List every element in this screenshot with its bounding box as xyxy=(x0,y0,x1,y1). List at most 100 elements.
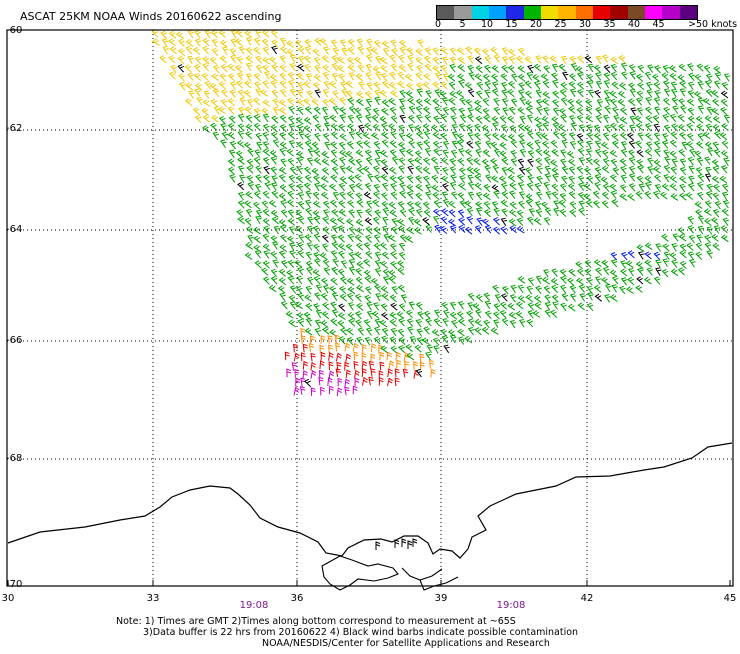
wind-barb xyxy=(484,132,492,141)
wind-barb xyxy=(322,326,330,335)
wind-barb xyxy=(423,209,431,218)
wind-barb xyxy=(464,148,473,157)
wind-barb xyxy=(306,90,314,99)
wind-barb xyxy=(254,29,262,38)
wind-barb xyxy=(627,193,635,202)
wind-barb xyxy=(551,72,559,81)
wind-barb xyxy=(305,207,313,216)
wind-barb xyxy=(382,276,390,285)
wind-barb xyxy=(315,309,323,319)
wind-barb xyxy=(375,293,382,302)
wind-barb xyxy=(374,71,382,81)
wind-barb xyxy=(619,285,626,295)
wind-barb xyxy=(409,336,416,345)
wind-barb xyxy=(296,89,304,98)
wind-barb xyxy=(609,174,618,183)
wind-barb xyxy=(415,175,422,184)
wind-barb xyxy=(637,251,645,260)
wind-barb xyxy=(611,140,619,149)
wind-barb xyxy=(467,132,474,141)
wind-barb xyxy=(271,115,279,124)
wind-barb xyxy=(434,224,441,234)
wind-barb xyxy=(518,166,526,176)
wind-barb xyxy=(584,259,592,268)
wind-barb xyxy=(491,132,500,141)
wind-barb xyxy=(361,360,368,370)
wind-barb xyxy=(507,133,516,142)
colorbar-tick-label: 45 xyxy=(652,19,665,30)
wind-barb xyxy=(284,351,290,361)
wind-barb xyxy=(483,292,491,301)
wind-barb xyxy=(338,336,346,345)
wind-barb xyxy=(619,158,627,167)
wind-barb xyxy=(542,91,551,99)
wind-barb xyxy=(696,123,704,132)
wind-barb xyxy=(297,192,305,201)
wind-barb xyxy=(331,266,338,276)
wind-barb xyxy=(243,80,252,89)
wind-barb xyxy=(721,183,729,192)
wind-barb xyxy=(679,105,687,114)
wind-barb xyxy=(379,242,388,251)
wind-barb xyxy=(297,46,305,55)
wind-barb xyxy=(262,64,270,73)
wind-barb xyxy=(508,106,516,115)
wind-barb xyxy=(455,89,464,98)
wind-barb xyxy=(345,165,354,174)
wind-barb xyxy=(535,191,543,200)
wind-barb xyxy=(628,124,636,133)
wind-barb xyxy=(390,302,398,311)
wind-barb xyxy=(602,158,610,167)
wind-barb xyxy=(525,99,533,108)
wind-barb xyxy=(430,156,439,165)
wind-barb xyxy=(398,39,407,48)
wind-barb xyxy=(254,149,261,158)
wind-barb xyxy=(712,192,720,201)
wind-barb xyxy=(245,37,253,46)
wind-barb xyxy=(561,71,569,81)
wind-barb xyxy=(535,285,542,295)
wind-barb xyxy=(286,48,295,57)
wind-barb xyxy=(712,123,721,132)
wind-barb xyxy=(579,293,586,302)
wind-barb xyxy=(279,72,287,81)
wind-barb xyxy=(390,115,398,124)
wind-barb xyxy=(357,46,365,55)
wind-barb xyxy=(604,294,611,303)
wind-barb xyxy=(620,165,627,175)
wind-barb xyxy=(576,107,584,116)
wind-barb xyxy=(695,209,703,218)
wind-barb xyxy=(245,62,253,72)
wind-barb xyxy=(524,90,533,99)
wind-barb xyxy=(449,301,457,311)
wind-barb xyxy=(356,209,363,218)
wind-barb xyxy=(339,149,347,158)
wind-barb xyxy=(442,73,450,82)
wind-barb xyxy=(415,192,423,201)
wind-barb xyxy=(320,175,329,183)
wind-barb xyxy=(510,158,518,167)
wind-barb xyxy=(542,79,550,89)
wind-barb xyxy=(262,243,271,252)
island-outline xyxy=(321,555,399,591)
wind-barb xyxy=(433,345,440,354)
wind-barb xyxy=(370,368,376,377)
wind-barb xyxy=(416,131,424,140)
wind-barb xyxy=(501,190,509,200)
wind-barb xyxy=(442,140,450,150)
wind-barb xyxy=(354,107,362,116)
wind-barb xyxy=(517,123,526,132)
wind-barb xyxy=(399,234,407,243)
wind-barb xyxy=(552,173,559,183)
wind-barb xyxy=(662,258,669,267)
wind-barb xyxy=(261,29,270,38)
wind-barb xyxy=(417,311,424,320)
wind-barb xyxy=(261,38,269,47)
wind-barb xyxy=(391,47,398,57)
wind-barb xyxy=(327,377,333,386)
lon-label-36: 36 xyxy=(290,593,304,604)
wind-barb xyxy=(388,276,396,285)
wind-barb xyxy=(390,327,398,337)
wind-barb xyxy=(279,64,287,73)
wind-barb xyxy=(168,55,176,64)
